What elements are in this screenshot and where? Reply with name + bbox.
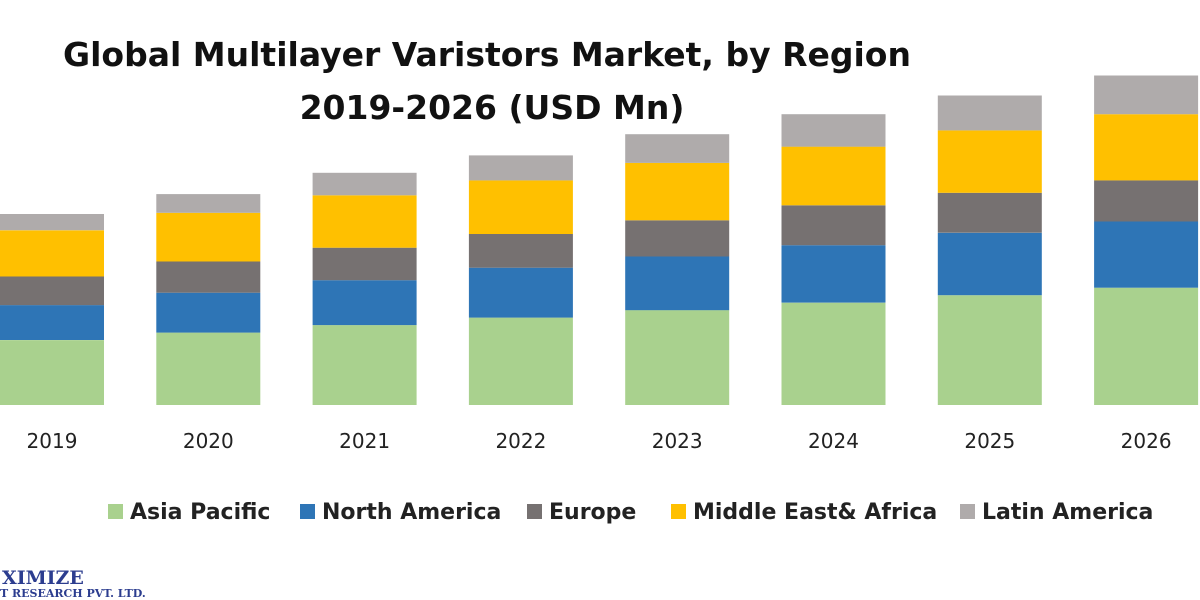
bar-2021-asia-pacific	[312, 325, 417, 405]
bar-2026-middle-east-africa	[1094, 114, 1199, 181]
bar-2025-latin-america	[937, 95, 1042, 131]
x-axis-ticks: 2019 2020 2021 2022 2023 2024 2025 2026	[27, 429, 1172, 453]
bar-2020-asia-pacific	[156, 332, 261, 405]
bar-2020-north-america	[156, 292, 261, 333]
bar-2026-latin-america	[1094, 75, 1199, 115]
x-tick-label: 2023	[652, 429, 703, 453]
x-tick-label: 2024	[808, 429, 859, 453]
legend-swatch-asia-pacific	[108, 504, 123, 519]
bar-2023-middle-east-africa	[625, 162, 730, 221]
watermark-subtitle: T RESEARCH PVT. LTD.	[0, 587, 146, 600]
bar-2020-middle-east-africa	[156, 212, 261, 262]
legend-label-europe: Europe	[549, 500, 636, 525]
bar-2025-north-america	[937, 232, 1042, 296]
x-tick-label: 2020	[183, 429, 234, 453]
bar-2025-asia-pacific	[937, 295, 1042, 405]
bar-2024-asia-pacific	[781, 302, 886, 405]
bar-2023-europe	[625, 220, 730, 257]
bar-2019-north-america	[0, 305, 104, 340]
legend-label-asia-pacific: Asia Pacific	[130, 500, 270, 525]
bar-2024-latin-america	[781, 114, 886, 147]
legend: Asia Pacific North America Europe Middle Ea…	[108, 500, 1153, 525]
bar-2023-north-america	[625, 256, 730, 311]
bar-2023-latin-america	[625, 134, 730, 163]
bar-2019-latin-america	[0, 214, 104, 231]
x-tick-label: 2021	[339, 429, 390, 453]
bar-2025-europe	[937, 192, 1042, 233]
bar-2020-latin-america	[156, 194, 261, 213]
bar-2024-europe	[781, 205, 886, 246]
legend-label-middle-east-africa: Middle East& Africa	[693, 500, 937, 525]
legend-swatch-latin-america	[960, 504, 975, 519]
chart-title-line2: 2019-2026 (USD Mn)	[300, 88, 685, 127]
x-tick-label: 2019	[27, 429, 78, 453]
x-tick-label: 2022	[495, 429, 546, 453]
bar-2022-north-america	[468, 267, 573, 318]
legend-swatch-europe	[527, 504, 542, 519]
bar-2022-asia-pacific	[468, 317, 573, 405]
bar-2025-middle-east-africa	[937, 130, 1042, 193]
bar-2026-north-america	[1094, 221, 1199, 288]
bar-2022-latin-america	[468, 155, 573, 181]
bar-2024-middle-east-africa	[781, 146, 886, 206]
bar-2021-europe	[312, 247, 417, 281]
bar-2023-asia-pacific	[625, 310, 730, 405]
bar-2021-north-america	[312, 280, 417, 326]
bar-2024-north-america	[781, 245, 886, 303]
bar-2026-europe	[1094, 180, 1199, 222]
legend-label-north-america: North America	[322, 500, 501, 525]
bar-2021-middle-east-africa	[312, 195, 417, 248]
legend-swatch-north-america	[300, 504, 315, 519]
watermark-logo-text: XIMIZE	[2, 567, 84, 589]
chart-title-line1: Global Multilayer Varistors Market, by R…	[63, 35, 911, 74]
bar-2019-middle-east-africa	[0, 230, 104, 277]
x-tick-label: 2026	[1121, 429, 1172, 453]
bar-2019-europe	[0, 276, 104, 306]
bar-2019-asia-pacific	[0, 340, 104, 405]
bar-2021-latin-america	[312, 172, 417, 196]
bar-2022-middle-east-africa	[468, 180, 573, 234]
bars-group	[0, 75, 1199, 405]
legend-swatch-middle-east-africa	[671, 504, 686, 519]
bar-2020-europe	[156, 261, 261, 293]
legend-label-latin-america: Latin America	[982, 500, 1153, 525]
bar-2022-europe	[468, 234, 573, 268]
x-tick-label: 2025	[964, 429, 1015, 453]
bar-2026-asia-pacific	[1094, 287, 1199, 405]
